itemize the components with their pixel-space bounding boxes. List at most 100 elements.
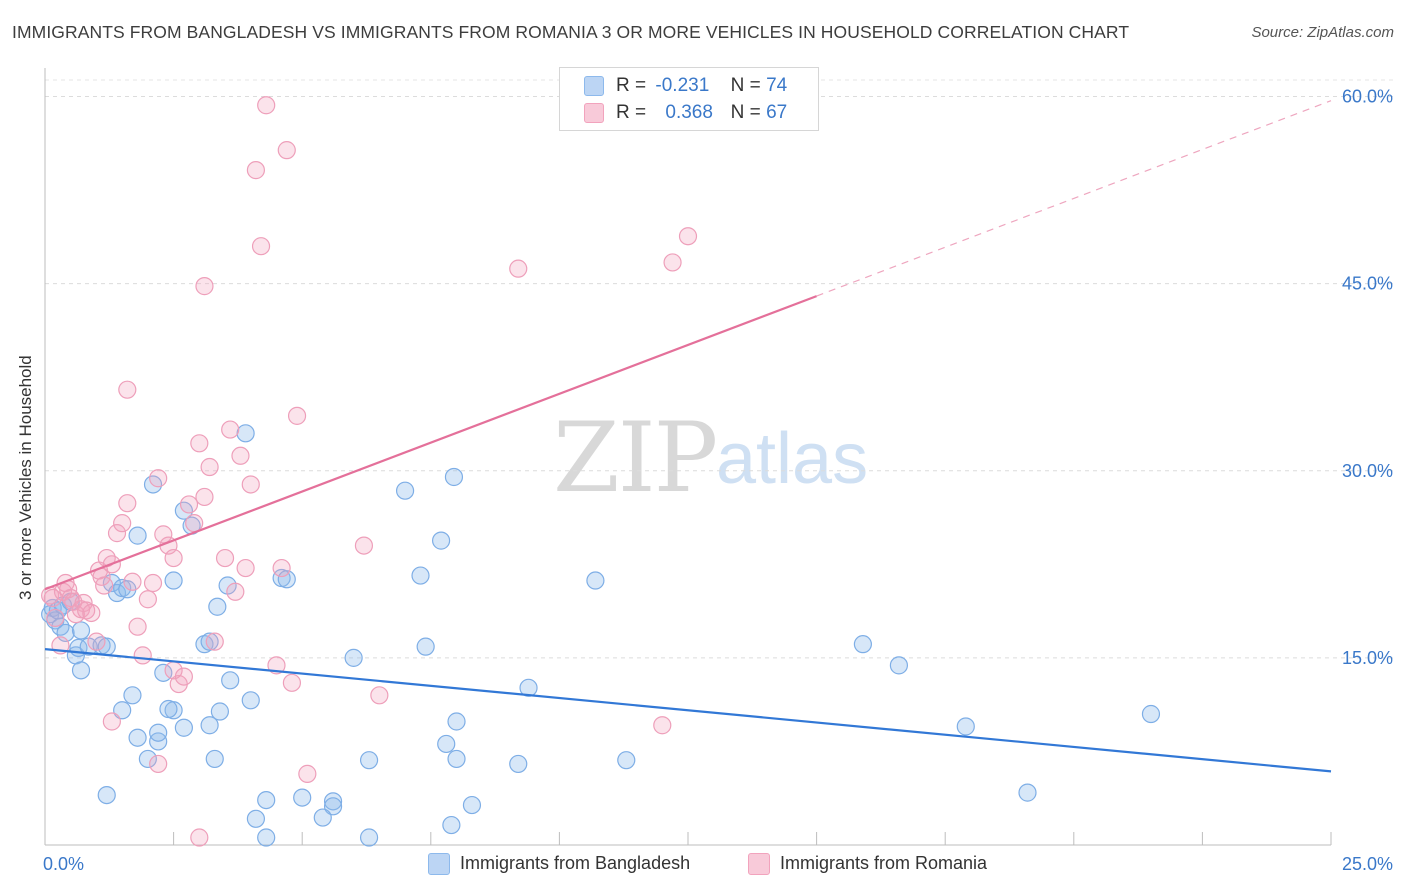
data-point-bangladesh bbox=[1018, 783, 1037, 802]
data-point-romania bbox=[221, 420, 240, 439]
data-point-bangladesh bbox=[159, 699, 178, 719]
romania-points bbox=[41, 96, 698, 847]
data-point-romania bbox=[509, 259, 528, 278]
data-point-romania bbox=[149, 754, 168, 774]
data-point-romania bbox=[257, 96, 276, 115]
data-point-romania bbox=[87, 632, 106, 651]
x-tick-label-max: 25.0% bbox=[1342, 854, 1393, 874]
r-label: R = bbox=[616, 102, 647, 123]
data-point-romania bbox=[236, 558, 255, 578]
legend-text-bangladesh: R = -0.231 N = 74 bbox=[616, 75, 787, 97]
data-point-bangladesh bbox=[344, 648, 363, 667]
watermark-atlas: atlas bbox=[716, 419, 869, 499]
data-point-romania bbox=[226, 582, 245, 601]
data-point-bangladesh bbox=[123, 686, 142, 705]
x-tick-label-min: 0.0% bbox=[43, 854, 84, 874]
y-axis-label: 3 or more Vehicles in Household bbox=[16, 355, 35, 600]
data-point-romania bbox=[133, 646, 152, 665]
data-point-romania bbox=[678, 227, 698, 246]
data-point-romania bbox=[138, 590, 157, 609]
data-point-romania bbox=[663, 253, 682, 272]
data-point-bangladesh bbox=[416, 637, 435, 656]
data-point-bangladesh bbox=[205, 749, 224, 769]
bangladesh-swatch-icon bbox=[584, 76, 604, 96]
axes bbox=[44, 68, 1332, 846]
data-point-bangladesh bbox=[71, 661, 91, 680]
data-point-bangladesh bbox=[236, 424, 255, 443]
romania-swatch-icon bbox=[584, 103, 604, 123]
data-point-romania bbox=[298, 764, 317, 783]
data-point-bangladesh bbox=[431, 531, 451, 550]
y-tick-label: 30.0% bbox=[1342, 461, 1393, 481]
n-value-bangladesh: 74 bbox=[766, 75, 788, 96]
data-point-romania bbox=[354, 536, 374, 555]
data-point-bangladesh bbox=[442, 815, 461, 835]
data-point-romania bbox=[185, 514, 204, 533]
data-point-romania bbox=[370, 686, 389, 705]
data-point-romania bbox=[164, 661, 183, 680]
data-point-bangladesh bbox=[519, 678, 538, 697]
data-point-bangladesh bbox=[149, 723, 168, 742]
data-point-romania bbox=[200, 457, 219, 477]
data-point-bangladesh bbox=[1141, 704, 1161, 724]
data-point-bangladesh bbox=[208, 597, 227, 616]
bottom-legend-label-bangladesh: Immigrants from Bangladesh bbox=[460, 853, 691, 873]
y-tick-label: 45.0% bbox=[1342, 274, 1393, 294]
data-point-bangladesh bbox=[164, 571, 183, 590]
data-point-romania bbox=[46, 608, 65, 628]
source-credit: Source: ZipAtlas.com bbox=[1251, 24, 1394, 41]
data-point-romania bbox=[287, 406, 307, 425]
correlation-legend: R = -0.231 N = 74 R = 0.368 N = 67 bbox=[559, 67, 819, 131]
n-value-romania: 67 bbox=[766, 102, 788, 123]
y-tick-label: 15.0% bbox=[1342, 648, 1393, 668]
data-point-romania bbox=[190, 434, 209, 453]
data-point-bangladesh bbox=[889, 656, 909, 675]
data-point-bangladesh bbox=[853, 635, 872, 654]
data-point-bangladesh bbox=[138, 749, 157, 769]
data-point-romania bbox=[205, 632, 224, 651]
data-point-romania bbox=[179, 495, 199, 514]
data-point-bangladesh bbox=[128, 526, 147, 545]
data-point-bangladesh bbox=[246, 809, 266, 828]
trend-line-bangladesh bbox=[44, 648, 1332, 773]
data-point-bangladesh bbox=[444, 467, 464, 487]
data-point-romania bbox=[118, 380, 137, 399]
data-point-romania bbox=[174, 667, 193, 686]
data-point-romania bbox=[267, 656, 286, 675]
data-point-romania bbox=[118, 494, 137, 513]
data-point-bangladesh bbox=[617, 751, 636, 770]
data-point-bangladesh bbox=[359, 828, 379, 847]
data-point-bangladesh bbox=[257, 790, 276, 810]
data-point-romania bbox=[154, 525, 173, 544]
data-point-romania bbox=[74, 593, 93, 613]
r-label: R = bbox=[616, 75, 647, 96]
data-point-bangladesh bbox=[447, 712, 466, 731]
tick-labels: 15.0% 30.0% 45.0% 60.0% 0.0% 25.0% bbox=[43, 87, 1393, 875]
chart-title: IMMIGRANTS FROM BANGLADESH VS IMMIGRANTS… bbox=[12, 22, 1130, 42]
data-point-romania bbox=[102, 712, 121, 731]
data-point-romania bbox=[190, 828, 209, 847]
data-point-romania bbox=[231, 446, 250, 465]
data-point-romania bbox=[195, 487, 214, 507]
data-point-romania bbox=[143, 573, 163, 593]
data-point-bangladesh bbox=[210, 702, 229, 721]
data-point-romania bbox=[149, 469, 168, 488]
data-point-bangladesh bbox=[323, 792, 343, 811]
data-point-bangladesh bbox=[174, 718, 193, 737]
r-value-romania: 0.368 bbox=[665, 102, 713, 123]
data-point-bangladesh bbox=[277, 570, 296, 589]
data-point-bangladesh bbox=[113, 701, 132, 720]
data-point-bangladesh bbox=[313, 808, 332, 827]
data-point-bangladesh bbox=[128, 728, 147, 747]
data-point-romania bbox=[164, 548, 183, 568]
watermark-zip: ZIP bbox=[553, 402, 718, 514]
data-point-romania bbox=[113, 514, 132, 533]
data-point-bangladesh bbox=[323, 797, 343, 816]
data-point-bangladesh bbox=[221, 671, 240, 690]
data-point-romania bbox=[251, 237, 271, 256]
r-value-bangladesh: -0.231 bbox=[655, 75, 710, 96]
data-point-bangladesh bbox=[71, 621, 91, 640]
trend-lines bbox=[44, 100, 1332, 773]
data-point-bangladesh bbox=[437, 734, 456, 754]
